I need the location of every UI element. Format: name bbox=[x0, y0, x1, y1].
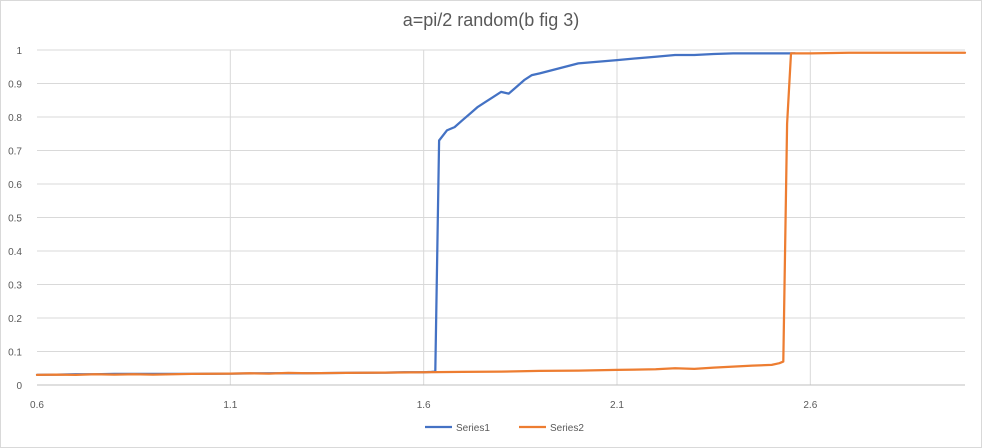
y-tick-label: 0.9 bbox=[8, 80, 22, 91]
series-layer bbox=[35, 51, 967, 377]
y-tick-label: 0.6 bbox=[8, 180, 22, 191]
y-tick-label: 0 bbox=[16, 381, 22, 392]
y-axis-tick-labels: 0 0.1 0.2 0.3 0.4 0.5 0.6 0.7 0.8 0.9 1 bbox=[8, 46, 22, 392]
series-line-series2 bbox=[35, 51, 967, 377]
y-tick-label: 0.1 bbox=[8, 348, 22, 359]
x-tick-label: 1.1 bbox=[223, 400, 237, 411]
y-tick-label: 0.2 bbox=[8, 314, 22, 325]
y-tick-label: 0.8 bbox=[8, 113, 22, 124]
gridlines bbox=[37, 49, 965, 385]
legend-label-series2: Series2 bbox=[550, 423, 584, 434]
x-tick-label: 2.1 bbox=[610, 400, 624, 411]
y-tick-label: 0.5 bbox=[8, 214, 22, 225]
y-tick-label: 1 bbox=[16, 46, 22, 57]
chart-title: a=pi/2 random(b fig 3) bbox=[403, 10, 580, 30]
y-tick-label: 0.7 bbox=[8, 147, 22, 158]
x-tick-label: 0.6 bbox=[30, 400, 44, 411]
y-tick-label: 0.4 bbox=[8, 247, 22, 258]
x-axis-tick-labels: 0.6 1.1 1.6 2.1 2.6 bbox=[30, 400, 818, 411]
x-tick-label: 1.6 bbox=[417, 400, 431, 411]
series-line-series1 bbox=[35, 52, 797, 377]
x-tick-label: 2.6 bbox=[803, 400, 817, 411]
y-tick-label: 0.3 bbox=[8, 281, 22, 292]
legend: Series1 Series2 bbox=[425, 423, 584, 434]
legend-label-series1: Series1 bbox=[456, 423, 490, 434]
